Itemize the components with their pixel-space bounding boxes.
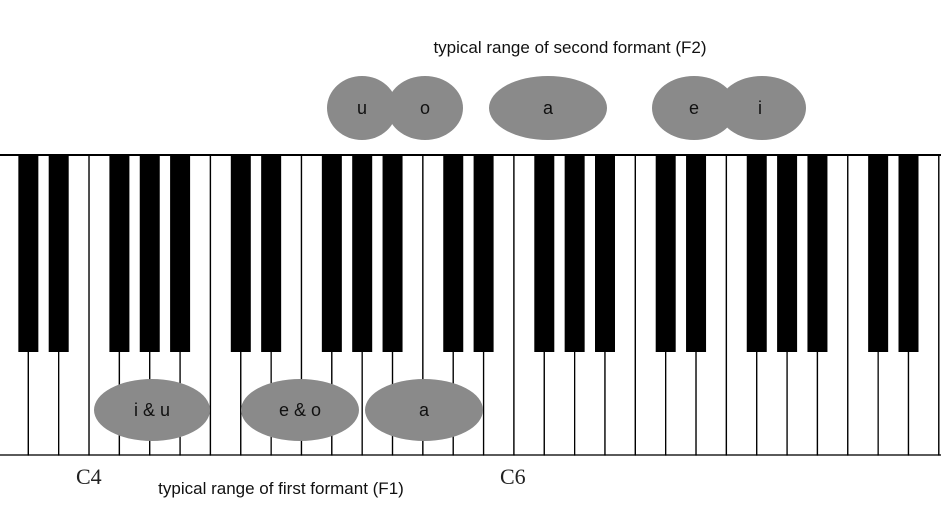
f1-caption: typical range of first formant (F1) [158,479,404,498]
f1-vowel-e-o: e & o [279,400,321,420]
f2-vowel-e: e [689,98,699,118]
f2-ellipse-i [718,76,806,140]
note-label-c4: C4 [76,464,102,489]
black-key [352,155,373,352]
f1-vowel-a: a [419,400,430,420]
black-key [868,155,889,352]
black-key [655,155,676,352]
f2-ellipse-e [652,76,736,140]
f2-vowel-a: a [543,98,554,118]
black-key [777,155,798,352]
f2-caption: typical range of second formant (F2) [433,38,706,57]
f1-vowel-group: i & u e & o a [94,379,483,441]
black-key [746,155,767,352]
f1-vowel-i-u: i & u [134,400,170,420]
f2-ellipse-a [489,76,607,140]
black-key [48,155,69,352]
f2-vowel-group: u o a e i [327,76,806,140]
f2-ellipse-o [387,76,463,140]
white-key [938,154,941,456]
black-key [898,155,919,352]
black-key [473,155,494,352]
black-key [321,155,342,352]
note-label-c6: C6 [500,464,526,489]
black-key [686,155,707,352]
f2-ellipse-u [327,76,397,140]
black-key [18,155,39,352]
f2-vowel-i: i [758,98,762,118]
black-key [170,155,191,352]
black-key [261,155,282,352]
black-key [534,155,555,352]
f2-vowel-o: o [420,98,430,118]
black-key [807,155,828,352]
f1-ellipse-e-o [241,379,359,441]
black-key [382,155,403,352]
black-key [595,155,615,352]
f2-vowel-u: u [357,98,367,118]
black-key [443,155,464,352]
black-key [109,155,130,352]
black-key [230,155,251,352]
black-key [139,155,160,352]
f1-ellipse-a [365,379,483,441]
f1-ellipse-i-u [94,379,210,441]
black-key [564,155,585,352]
